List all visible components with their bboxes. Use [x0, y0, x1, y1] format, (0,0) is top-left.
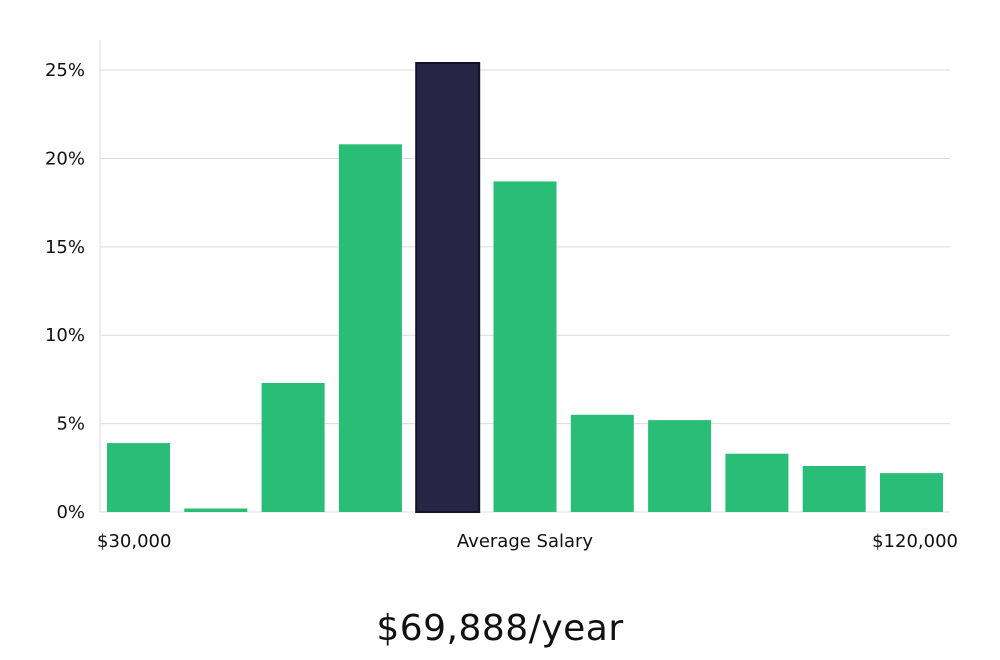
bars [107, 62, 943, 513]
y-tick-label: 0% [56, 502, 85, 523]
y-tick-label: 5% [56, 414, 85, 435]
bar-9 [725, 453, 789, 512]
bar-average-salary [415, 62, 481, 513]
average-salary-value: $69,888/year [376, 608, 624, 649]
bar-2 [184, 508, 248, 512]
x-axis-title: Average Salary [457, 531, 594, 552]
bar-1 [107, 443, 170, 512]
y-tick-label: 15% [45, 237, 85, 258]
bar-6 [493, 181, 557, 512]
y-tick-label: 25% [45, 60, 85, 81]
bar-3 [261, 383, 325, 512]
x-start-label: $30,000 [97, 531, 171, 552]
salary-histogram: 0%5%10%15%20%25% $30,000 Average Salary … [45, 40, 958, 552]
bar-8 [648, 420, 712, 512]
bar-4 [338, 144, 402, 513]
bar-10 [802, 466, 866, 512]
x-end-label: $120,000 [872, 531, 958, 552]
y-tick-labels: 0% 5% 10% 15% 20% 25% [45, 60, 85, 523]
y-tick-label: 20% [45, 148, 85, 169]
y-tick-label: 10% [45, 325, 85, 346]
bar-11 [880, 473, 943, 512]
bar-7 [570, 414, 634, 512]
